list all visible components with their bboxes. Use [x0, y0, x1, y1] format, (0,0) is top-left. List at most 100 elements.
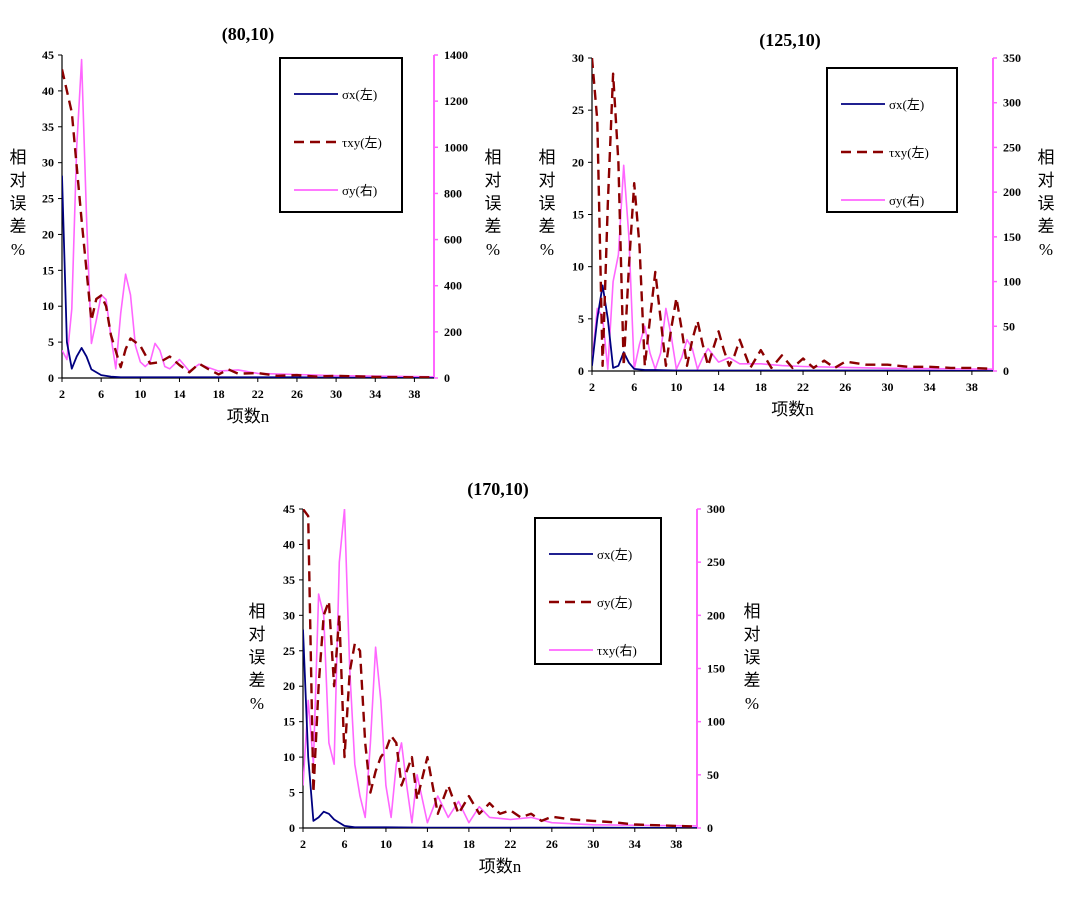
left-tick-label: 25 — [283, 644, 295, 658]
right-tick-label: 200 — [1003, 185, 1021, 199]
chart-title: (125,10) — [759, 30, 821, 51]
right-tick-label: 150 — [707, 662, 725, 676]
chart-80-10: (80,10) 0 5 10 15 20 25 30 35 40 45 0 200 400 600 800 10… — [10, 24, 502, 426]
x-axis-label: 项数n — [479, 857, 522, 876]
series-line — [62, 58, 434, 378]
right-tick-label: 200 — [444, 325, 462, 339]
x-tick-label: 30 — [330, 387, 342, 401]
series-line — [592, 164, 993, 371]
x-tick-label: 2 — [589, 380, 595, 394]
series-line — [303, 509, 697, 828]
right-tick-label: 0 — [1003, 364, 1009, 378]
left-tick-label: 5 — [578, 312, 584, 326]
series-line — [62, 175, 434, 378]
chart-170-10: (170,10) 0 5 10 15 20 25 30 35 40 45 0 50 100 150 200 25… — [249, 479, 761, 876]
series-line — [592, 284, 993, 371]
x-tick-label: 18 — [213, 387, 225, 401]
left-tick-label: 0 — [289, 821, 295, 835]
chart-title: (80,10) — [222, 24, 275, 45]
x-tick-label: 2 — [59, 387, 65, 401]
right-tick-label: 150 — [1003, 230, 1021, 244]
legend-label: σy(右) — [889, 193, 924, 208]
x-tick-label: 38 — [408, 387, 420, 401]
left-tick-label: 25 — [42, 192, 54, 206]
left-tick-label: 20 — [283, 679, 295, 693]
x-tick-label: 22 — [252, 387, 264, 401]
left-tick-label: 25 — [572, 103, 584, 117]
left-tick-label: 45 — [42, 48, 54, 62]
left-tick-label: 30 — [283, 608, 295, 622]
right-tick-label: 0 — [707, 821, 713, 835]
left-tick-label: 10 — [572, 260, 584, 274]
x-axis-label: 项数n — [227, 407, 270, 426]
right-tick-label: 250 — [707, 555, 725, 569]
x-tick-label: 26 — [839, 380, 851, 394]
legend-label: σy(左) — [597, 595, 632, 610]
right-tick-label: 50 — [1003, 319, 1015, 333]
right-tick-label: 350 — [1003, 51, 1021, 65]
left-tick-label: 10 — [283, 750, 295, 764]
series-line — [303, 509, 697, 827]
x-tick-label: 26 — [546, 837, 558, 851]
left-axis-label: 相对误差% — [10, 148, 27, 259]
right-tick-label: 100 — [1003, 275, 1021, 289]
x-tick-label: 26 — [291, 387, 303, 401]
right-axis-label: 相对误差% — [744, 602, 761, 713]
legend: σx(左) τxy(左) σy(右) — [279, 57, 403, 213]
x-tick-label: 2 — [300, 837, 306, 851]
x-tick-label: 14 — [421, 837, 433, 851]
left-tick-label: 40 — [42, 84, 54, 98]
left-tick-label: 0 — [578, 364, 584, 378]
right-axis-label: 相对误差% — [485, 148, 502, 259]
left-tick-label: 20 — [572, 155, 584, 169]
right-tick-label: 100 — [707, 715, 725, 729]
legend-label: τxy(左) — [342, 135, 382, 150]
legend-label: τxy(左) — [889, 145, 929, 160]
left-axis-label: 相对误差% — [539, 148, 556, 259]
right-tick-label: 1200 — [444, 94, 468, 108]
right-tick-label: 800 — [444, 186, 462, 200]
x-tick-label: 18 — [755, 380, 767, 394]
right-tick-label: 1000 — [444, 140, 468, 154]
left-tick-label: 10 — [42, 299, 54, 313]
right-tick-label: 400 — [444, 279, 462, 293]
left-tick-label: 35 — [42, 120, 54, 134]
legend: σx(左) σy(左) τxy(右) — [534, 517, 662, 665]
x-tick-label: 22 — [504, 837, 516, 851]
x-tick-label: 10 — [380, 837, 392, 851]
left-tick-label: 15 — [572, 208, 584, 222]
x-tick-label: 14 — [713, 380, 725, 394]
legend-box — [826, 67, 958, 213]
left-tick-label: 15 — [42, 263, 54, 277]
right-tick-label: 250 — [1003, 140, 1021, 154]
legend-label: σx(左) — [342, 87, 377, 102]
right-tick-label: 0 — [444, 371, 450, 385]
chart-125-10: (125,10)05101520253005010015020025030035… — [539, 30, 1055, 419]
left-tick-label: 30 — [42, 156, 54, 170]
right-tick-label: 600 — [444, 233, 462, 247]
right-tick-label: 200 — [707, 608, 725, 622]
x-tick-label: 10 — [134, 387, 146, 401]
x-axis-label: 项数n — [771, 400, 814, 419]
left-tick-label: 5 — [48, 335, 54, 349]
left-tick-label: 0 — [48, 371, 54, 385]
right-tick-label: 1400 — [444, 48, 468, 62]
x-tick-label: 6 — [341, 837, 347, 851]
x-tick-label: 34 — [924, 380, 936, 394]
left-tick-label: 45 — [283, 502, 295, 516]
x-tick-label: 34 — [629, 837, 641, 851]
chart-title: (170,10) — [467, 479, 529, 500]
left-tick-label: 20 — [42, 227, 54, 241]
legend-label: σx(左) — [889, 97, 924, 112]
x-tick-label: 38 — [966, 380, 978, 394]
left-axis-label: 相对误差% — [249, 602, 266, 713]
legend-label: σx(左) — [597, 547, 632, 562]
x-tick-label: 14 — [173, 387, 185, 401]
left-tick-label: 5 — [289, 786, 295, 800]
right-tick-label: 300 — [1003, 96, 1021, 110]
series-line — [303, 629, 697, 828]
x-tick-label: 18 — [463, 837, 475, 851]
x-tick-label: 10 — [670, 380, 682, 394]
x-tick-label: 6 — [98, 387, 104, 401]
x-tick-label: 30 — [587, 837, 599, 851]
